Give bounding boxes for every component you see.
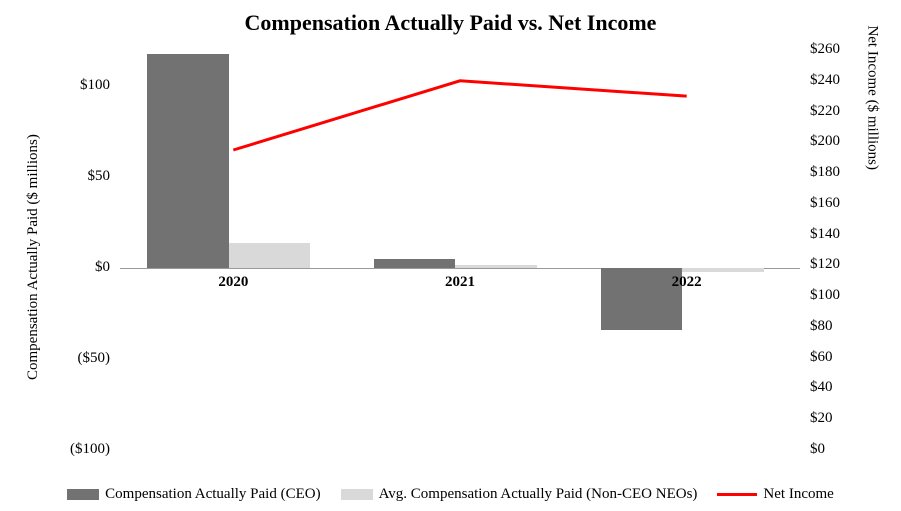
legend: Compensation Actually Paid (CEO) Avg. Co… xyxy=(0,486,901,503)
legend-item-net-income: Net Income xyxy=(717,486,833,503)
right-axis-tick: $140 xyxy=(810,226,840,243)
chart-container: Compensation Actually Paid vs. Net Incom… xyxy=(0,0,901,511)
bar-ceo xyxy=(147,54,229,269)
right-axis-tick: $100 xyxy=(810,287,840,304)
left-axis-tick: ($100) xyxy=(40,441,110,458)
right-axis-tick: $260 xyxy=(810,41,840,58)
left-axis-tick: $50 xyxy=(40,168,110,185)
right-axis-tick: $120 xyxy=(810,256,840,273)
right-axis-tick: $220 xyxy=(810,103,840,120)
legend-label-ceo: Compensation Actually Paid (CEO) xyxy=(105,486,320,503)
category-label: 2022 xyxy=(573,274,800,291)
bar-non-ceo xyxy=(455,265,537,269)
right-axis-tick: $0 xyxy=(810,441,825,458)
right-axis-tick: $240 xyxy=(810,72,840,89)
right-axis-tick: $80 xyxy=(810,318,833,335)
legend-label-net-income: Net Income xyxy=(763,486,833,503)
legend-swatch-ceo xyxy=(67,489,99,500)
legend-line-net-income xyxy=(717,493,757,496)
legend-swatch-non-ceo xyxy=(341,489,373,500)
right-axis-tick: $160 xyxy=(810,195,840,212)
bar-non-ceo xyxy=(229,243,311,268)
legend-item-non-ceo: Avg. Compensation Actually Paid (Non-CEO… xyxy=(341,486,698,503)
right-axis-title: Net Income ($ millions) xyxy=(864,25,881,170)
bar-ceo xyxy=(374,259,456,268)
right-axis-tick: $40 xyxy=(810,379,833,396)
left-axis-tick: ($50) xyxy=(40,350,110,367)
left-axis-tick: $0 xyxy=(40,259,110,276)
left-axis-tick: $100 xyxy=(40,77,110,94)
chart-title: Compensation Actually Paid vs. Net Incom… xyxy=(0,10,901,36)
plot-area: 202020212022 xyxy=(120,50,800,450)
legend-item-ceo: Compensation Actually Paid (CEO) xyxy=(67,486,320,503)
right-axis-tick: $200 xyxy=(810,133,840,150)
category-label: 2021 xyxy=(347,274,574,291)
category-label: 2020 xyxy=(120,274,347,291)
right-axis-tick: $60 xyxy=(810,349,833,366)
right-axis-tick: $20 xyxy=(810,410,833,427)
legend-label-non-ceo: Avg. Compensation Actually Paid (Non-CEO… xyxy=(379,486,698,503)
right-axis-tick: $180 xyxy=(810,164,840,181)
bar-non-ceo xyxy=(682,268,764,272)
